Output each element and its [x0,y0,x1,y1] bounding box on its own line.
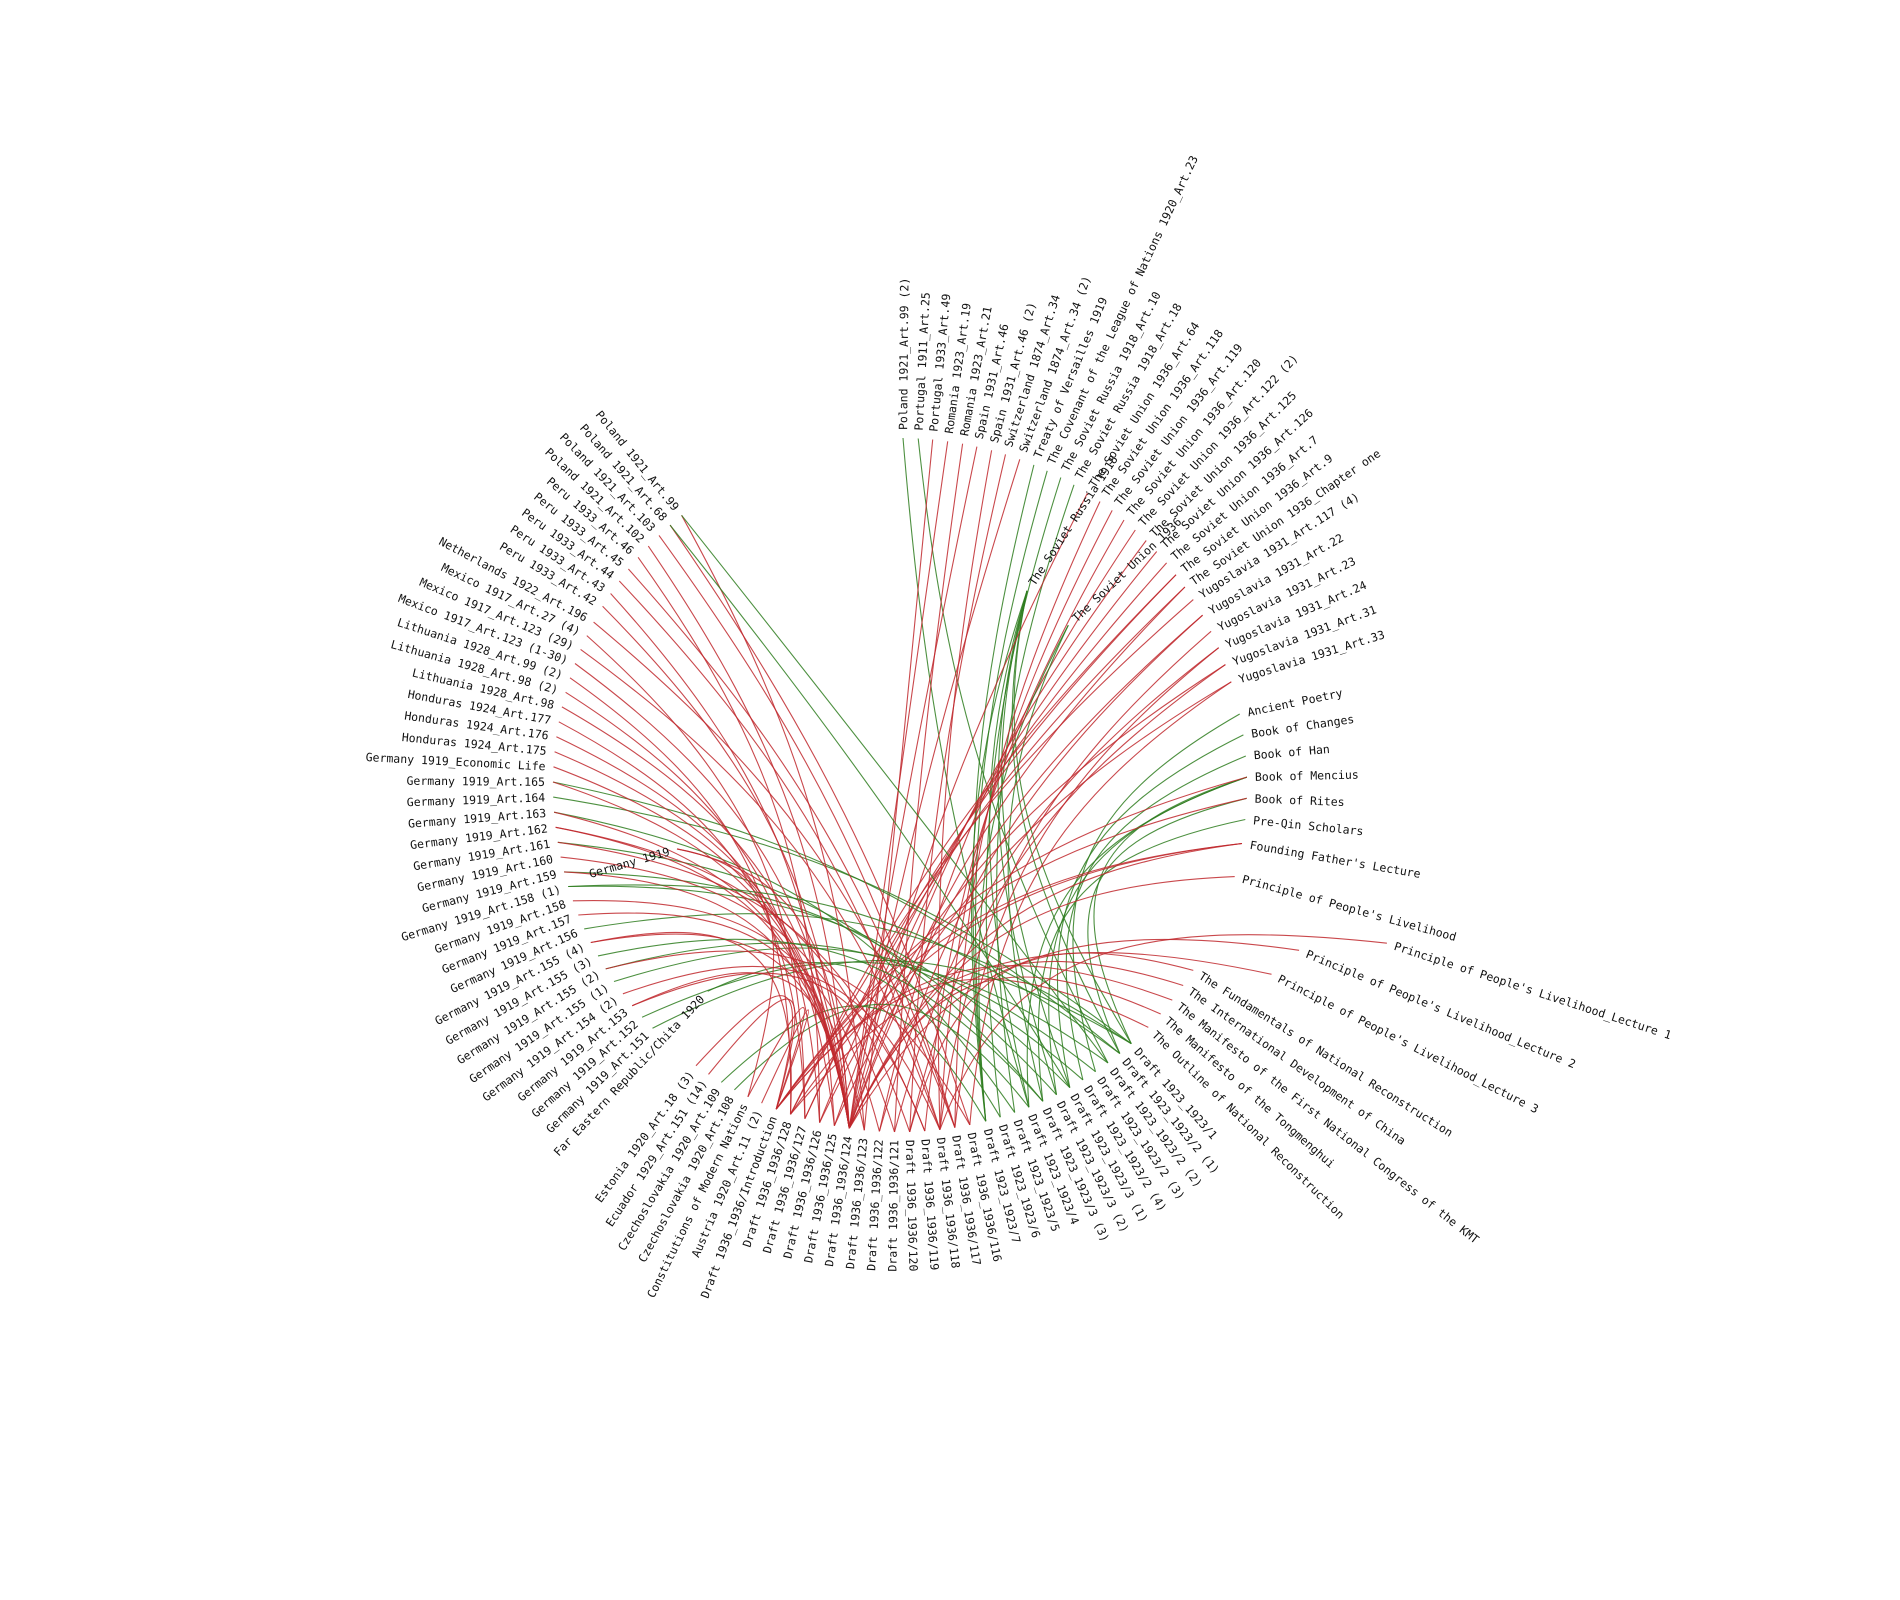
link-league23-d1923_7 [975,470,1048,1122]
link-d1936_128-su1936_9 [790,574,1177,1115]
link-lect1-d1936_118 [939,934,1387,1130]
link-su1936_ch1-d1936_124 [848,586,1186,1129]
link-yu1931_31-d1936_120 [909,664,1226,1133]
node-label-pl1921_99b: Poland 1921_Art.99 (2) [896,278,911,430]
link-d1923_2_1-de158_1 [568,884,1121,1054]
link-founding-d1936_124 [848,842,1243,1129]
link-su1936_9-d1936_127 [804,574,1177,1119]
link-d1936_124-germany1919 [676,848,850,1129]
link-ch1874_34-d1936_120 [909,454,1007,1132]
link-d1936_128-de155_4 [590,931,792,1115]
link-d1936_117-nl1922_196 [593,621,956,1128]
link-d1936_126-yu1931_31 [819,664,1226,1123]
link-sr1918_10-d1923_6 [985,477,1062,1118]
link-su1936-d1923_7 [978,625,1069,1122]
node-label-poetry: Ancient Poetry [1246,686,1344,720]
link-d1936_116-pl1921_68 [669,524,971,1126]
node-label-de164: Germany 1919_Art.164 [407,790,546,809]
node-label-livelihood: Principle of People's Livelihood [1241,872,1458,944]
node-label-d1936_120: Draft 1936_1936/120 [903,1140,921,1272]
link-d1936_intro-at1920_11 [761,1009,810,1110]
link-d1936_125-yu1931_33 [833,681,1232,1126]
link-modern-germany1919 [676,848,775,1098]
link-sr1918-d1923_7 [971,590,1028,1122]
link-es1931_46-d1936_124 [848,446,978,1129]
link-d1936_119-de161 [557,841,926,1132]
link-d1936_124-mx1917_123 [574,663,850,1129]
link-d1923_2_2-pl1921_99 [681,514,1109,1064]
link-livelihood-d1936_124 [848,876,1235,1129]
link-d1923_1-de156 [584,913,1132,1045]
node-label-preqin: Pre-Qin Scholars [1253,813,1365,838]
link-su1936_7-d1936_126 [819,562,1168,1123]
link-d1936_intro-modern [747,1007,805,1110]
link-poetry-d1923_2_3 [1072,713,1240,1072]
node-label-rites: Book of Rites [1254,792,1344,809]
link-d1936_125-pe1933_43 [610,593,835,1126]
link-sr1918-d1923_2_1 [1011,590,1121,1054]
link-d1936_intro-ec1929_151 [708,998,796,1110]
node-label-lect1: Principle of People's Livelihood_Lecture… [1392,939,1673,1042]
link-ro1923_19-d1936_124 [848,441,949,1129]
link-preqin-d1923_3_3 [1037,818,1246,1102]
link-rites-d1923_2_1 [1087,797,1247,1054]
link-d1936_118-mx1917_123_29 [580,648,941,1130]
node-label-d1936_121: Draft 1936_1936/121 [885,1140,901,1272]
link-d1936_123-de157 [578,912,865,1131]
link-d1936_117-pe1933_45 [627,568,956,1128]
node-label-mencius: Book of Mencius [1255,768,1359,784]
link-mencius-d1923_4 [1026,776,1248,1108]
link-ro1923_21-d1936_121 [893,443,964,1133]
link-d1923_6-chita [707,962,1001,1118]
node-label-han: Book of Han [1253,742,1330,762]
link-yu1931_22-d1936_124 [848,614,1203,1129]
link-lect2-d1936_124 [848,938,1300,1129]
link-sr1918_18-d1923_5 [996,484,1075,1113]
link-d1936_127-mx1917_27 [586,635,806,1119]
node-label-founding: Founding Father's Lecture [1249,838,1422,881]
link-sr1918-d1923_4 [989,590,1030,1108]
node-label-de165: Germany 1919_Art.165 [406,774,545,789]
link-d1936_124-pl1921_102 [647,545,850,1129]
link-d1936_116-de155_2 [605,950,971,1126]
link-mencius-d1923_1 [1093,776,1248,1044]
link-d1936_intro-ee1920_18 [695,995,793,1110]
link-d1936_121-yu1931_24 [893,647,1220,1133]
link-yu1931_23-d1936_118 [939,630,1212,1130]
link-d1923_3_3-de155_3 [597,938,1044,1102]
link-su1936-d1923_3_3 [1007,625,1069,1102]
node-label-changes: Book of Changes [1250,712,1355,741]
link-d1923_2_4-de155_2 [605,942,1084,1081]
link-changes-d1923_3_1 [1056,734,1244,1088]
link-sr1918-d1923_3_2 [997,590,1058,1095]
link-d1923_3_1-pl1921_68 [669,524,1071,1088]
link-d1923_3_2-de159 [564,871,1057,1096]
link-d1936_124-de163 [553,811,850,1129]
link-d1936_119-de153 [631,972,926,1132]
link-pl1921_99b-d1923_4 [902,437,1030,1108]
links-layer [552,437,1387,1133]
link-d1936_125-hn1924_176 [556,736,835,1126]
link-d1923_1-de151 [652,960,1132,1045]
link-d1936_123-pl1921_99 [681,515,865,1131]
link-yu1931_24-d1936_117 [954,647,1220,1128]
link-d1923_2_1-de165 [552,781,1121,1054]
link-d1923_4-cz1920_108 [734,1003,1030,1108]
link-d1936_126-lt1928_98b [565,691,821,1123]
link-d1923_3_3-de161 [557,841,1044,1102]
link-d1923_7-cz1920_109 [720,1005,987,1122]
link-fundamentals-d1936_120 [909,952,1194,1133]
link-manifestoT-d1936_124 [848,976,1161,1129]
link-d1936_127-su1936_ch1 [804,586,1186,1119]
link-versailles-d1923_7 [972,464,1035,1122]
link-su1936_64-d1936_124 [848,492,1088,1129]
link-d1936_124-lt1928_98 [561,706,850,1129]
link-d1936_117-pl1921_103 [658,535,956,1128]
link-d1936_121-de160 [560,856,896,1133]
link-d1936_126-pe1933_46 [637,556,821,1123]
